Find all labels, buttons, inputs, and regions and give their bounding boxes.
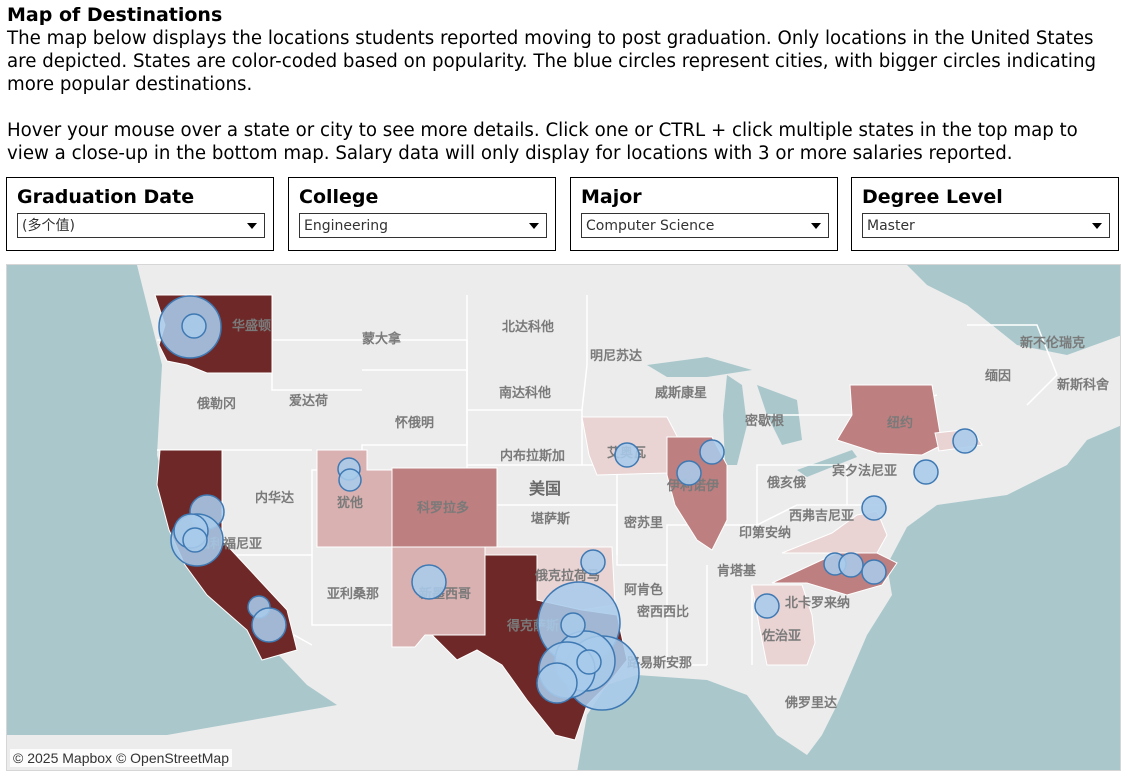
city-bubble[interactable]	[580, 549, 606, 575]
city-bubble[interactable]	[754, 593, 780, 619]
city-bubble[interactable]	[913, 459, 939, 485]
state-label: 俄勒冈	[196, 396, 236, 412]
city-bubble[interactable]	[576, 649, 602, 675]
graduation-date-dropdown[interactable]: (多个值)	[17, 213, 265, 238]
lake-superior	[647, 357, 752, 377]
state-label: 华盛顿	[232, 318, 271, 334]
state-label: 伊利诺伊	[666, 478, 719, 494]
city-bubble[interactable]	[181, 313, 207, 339]
state-label: 亚利桑那	[327, 586, 379, 602]
state-label: 新不伦瑞克	[1020, 335, 1085, 351]
state-label: 俄亥俄	[766, 475, 806, 491]
state-label: 佛罗里达	[784, 695, 837, 711]
state-label: 佐治亚	[761, 628, 801, 644]
state-label: 蒙大拿	[362, 331, 402, 347]
filter-label: Major	[581, 186, 642, 208]
chevron-down-icon	[529, 223, 539, 229]
state-label: 密西西比	[636, 604, 689, 620]
state-label: 科罗拉多	[417, 500, 469, 516]
major-dropdown[interactable]: Computer Science	[581, 213, 829, 238]
state-label: 新斯科舍	[1057, 377, 1110, 393]
city-bubble[interactable]	[536, 662, 578, 704]
state-label: 纽约	[887, 415, 913, 431]
map-attribution: © 2025 Mapbox © OpenStreetMap	[10, 749, 232, 767]
hudson-bay-water	[907, 265, 1120, 355]
city-bubble[interactable]	[676, 460, 702, 486]
city-bubble[interactable]	[838, 552, 864, 578]
state-label: 西弗吉尼亚	[789, 508, 854, 524]
city-bubble[interactable]	[251, 607, 287, 643]
city-bubble[interactable]	[952, 428, 978, 454]
state-label: 路易斯安那	[627, 655, 692, 671]
city-bubble[interactable]	[411, 564, 447, 600]
degree-level-dropdown[interactable]: Master	[862, 213, 1110, 238]
state-label: 缅因	[985, 368, 1011, 384]
city-bubble[interactable]	[614, 442, 640, 468]
filter-label: Degree Level	[862, 186, 1003, 208]
state-label: 威斯康星	[655, 385, 707, 401]
filter-graduation-date: Graduation Date (多个值)	[6, 177, 274, 251]
lake-michigan	[723, 375, 747, 465]
city-bubble[interactable]	[560, 612, 586, 638]
state-label: 明尼苏达	[590, 348, 642, 364]
city-bubble[interactable]	[338, 468, 362, 492]
filter-major: Major Computer Science	[570, 177, 838, 251]
chevron-down-icon	[247, 223, 257, 229]
description: The map below displays the locations stu…	[7, 27, 1117, 165]
state-label: 宾夕法尼亚	[832, 463, 897, 479]
state-label: 北卡罗来纳	[785, 595, 850, 611]
state-label: 怀俄明	[395, 415, 434, 431]
lake-erie	[797, 450, 857, 477]
filter-college: College Engineering	[288, 177, 556, 251]
state-label: 密歇根	[744, 413, 785, 429]
state-label: 内布拉斯加	[500, 448, 565, 464]
city-bubble[interactable]	[182, 527, 208, 553]
dropdown-value: Master	[867, 218, 915, 234]
state-label: 爱达荷	[289, 393, 328, 409]
city-bubbles[interactable]	[158, 295, 978, 711]
dropdown-value: Engineering	[304, 218, 388, 234]
state-label: 印第安纳	[739, 525, 791, 541]
state-label: 阿肯色	[624, 582, 663, 598]
chevron-down-icon	[811, 223, 821, 229]
country-label: 美国	[529, 479, 561, 498]
city-bubble[interactable]	[699, 439, 725, 465]
osm-attribution-link[interactable]: © OpenStreetMap	[115, 750, 229, 766]
mapbox-attribution-link[interactable]: © 2025 Mapbox	[13, 750, 113, 766]
dropdown-value: Computer Science	[586, 218, 715, 234]
state-label: 堪萨斯	[531, 511, 570, 527]
state-label: 肯塔基	[717, 563, 757, 579]
chevron-down-icon	[1092, 223, 1102, 229]
filter-degree-level: Degree Level Master	[851, 177, 1119, 251]
destinations-map[interactable]: 华盛顿 蒙大拿 北达科他 明尼苏达 俄勒冈 爱达荷 怀俄明 南达科他 威斯康星 …	[6, 264, 1121, 771]
page-title: Map of Destinations	[7, 4, 223, 26]
description-paragraph-1: The map below displays the locations stu…	[7, 28, 1097, 95]
state-label: 北达科他	[502, 319, 554, 335]
state-label: 犹他	[337, 495, 363, 511]
state-label: 密苏里	[623, 515, 663, 531]
state-label: 内华达	[255, 490, 294, 506]
state-label: 俄克拉荷马	[534, 568, 600, 584]
filter-label: College	[299, 186, 379, 208]
filter-label: Graduation Date	[17, 186, 195, 208]
city-bubble[interactable]	[861, 495, 887, 521]
map-canvas[interactable]: 华盛顿 蒙大拿 北达科他 明尼苏达 俄勒冈 爱达荷 怀俄明 南达科他 威斯康星 …	[7, 265, 1121, 771]
description-paragraph-2: Hover your mouse over a state or city to…	[7, 120, 1078, 164]
state-new-york[interactable]	[836, 384, 943, 456]
college-dropdown[interactable]: Engineering	[299, 213, 547, 238]
city-bubble[interactable]	[861, 559, 887, 585]
state-label: 南达科他	[499, 385, 551, 401]
dropdown-value: (多个值)	[22, 218, 75, 234]
